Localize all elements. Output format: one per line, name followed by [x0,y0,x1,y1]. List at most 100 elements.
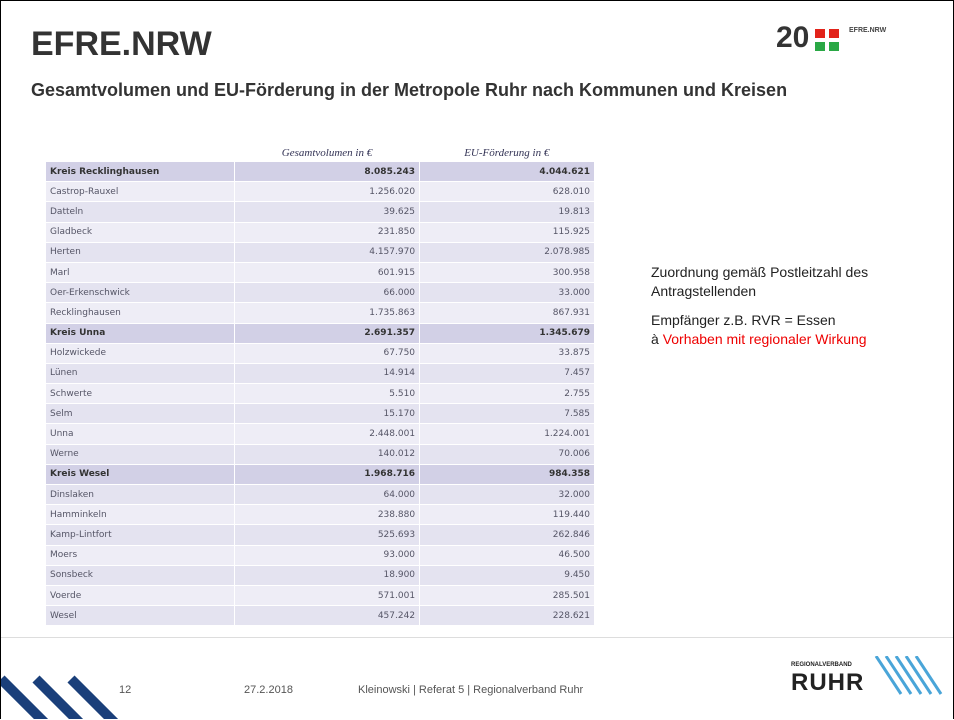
row-name: Kamp-Lintfort [46,524,235,546]
cell: 67.750 [233,343,420,364]
table-row: Wesel 457.242 228.621 [46,605,594,627]
cell: 14.914 [233,363,420,385]
table-row: Schwerte 5.510 2.755 [46,383,594,405]
row-name: Kreis Unna [46,323,235,344]
logo-text: EFRE.NRW [849,27,887,34]
table-row: Kamp-Lintfort 525.693 262.846 [46,524,594,546]
table-row: Kreis Recklinghausen 8.085.243 4.044.621 [46,162,594,183]
row-name: Werne [46,444,235,465]
row-name: Herten [46,242,235,263]
note-highlight: Vorhaben mit regionaler Wirkung [662,331,867,347]
cell: 1.345.679 [419,323,594,344]
cell: 15.170 [233,403,420,425]
cell: 115.925 [419,222,594,243]
table: Gesamtvolumen in € EU-Förderung in € Kreis… [46,144,594,627]
table-row: Gladbeck 231.850 115.925 [46,222,594,243]
corner-stripes [1,675,119,719]
table-row: Kreis Wesel 1.968.716 984.358 [46,464,594,486]
cell: 628.010 [419,181,594,203]
date: 27.2.2018 [244,684,293,696]
table-row: Voerde 571.001 285.501 [46,585,594,607]
cell: 525.693 [233,524,420,546]
note: Empfänger z.B. RVR = Essen [651,312,836,328]
row-name: Schwerte [46,383,235,405]
cell: 8.085.243 [233,162,420,183]
row-name: Dinslaken [46,484,235,506]
table-corner [46,144,235,162]
cell: 7.585 [419,403,594,425]
table-row: Oer-Erkenschwick 66.000 33.000 [46,282,594,304]
table-row: Dinslaken 64.000 32.000 [46,484,594,506]
cell: 33.875 [419,343,594,364]
row-name: Kreis Wesel [46,464,235,486]
cell: 300.958 [419,262,594,284]
row-name: Hamminkeln [46,504,235,526]
table-row: Lünen 14.914 7.457 [46,363,594,385]
row-name: Gladbeck [46,222,235,243]
cell: 46.500 [419,545,594,566]
cell: 119.440 [419,504,594,526]
table-row: Moers 93.000 46.500 [46,545,594,566]
cell: 457.242 [233,605,420,627]
row-name: Moers [46,545,235,566]
cell: 2.691.357 [233,323,420,344]
cell: 4.157.970 [233,242,420,263]
row-name: Castrop-Rauxel [46,181,235,203]
cell: 18.900 [233,565,420,586]
cell: 1.256.020 [233,181,420,203]
cell: 140.012 [233,444,420,465]
cell: 64.000 [233,484,420,506]
footer-rule [1,637,953,638]
logo-icon [815,29,839,51]
title: EFRE.NRW [31,25,212,63]
row-name: Voerde [46,585,235,607]
row-name: Kreis Recklinghausen [46,162,235,183]
cell: 1.224.001 [419,423,594,445]
cell: 1.735.863 [233,302,420,324]
logo-main: RUHR [791,669,865,696]
cell: 66.000 [233,282,420,304]
cell: 7.457 [419,363,594,385]
table-row: Selm 15.170 7.585 [46,403,594,425]
cell: 39.625 [233,201,420,223]
arrow: à [651,331,659,347]
cell: 5.510 [233,383,420,405]
column-header: EU-Förderung in € [464,147,550,159]
page-number: 12 [119,684,132,696]
row-name: Unna [46,423,235,445]
cell: 19.813 [419,201,594,223]
table-row: Hamminkeln 238.880 119.440 [46,504,594,526]
cell: 32.000 [419,484,594,506]
row-name: Datteln [46,201,235,223]
table-row: Marl 601.915 300.958 [46,262,594,284]
row-name: Holzwickede [46,343,235,364]
cell: 571.001 [233,585,420,607]
cell: 2.755 [419,383,594,405]
cell: 867.931 [419,302,594,324]
cell: 70.006 [419,444,594,465]
cell: 4.044.621 [419,162,594,183]
column-header: Gesamtvolumen in € [281,147,373,159]
table-row: Werne 140.012 70.006 [46,444,594,465]
table-row: Castrop-Rauxel 1.256.020 628.010 [46,181,594,203]
table-row: Unna 2.448.001 1.224.001 [46,423,594,445]
cell: 33.000 [419,282,594,304]
cell: 228.621 [419,605,594,627]
cell: 984.358 [419,464,594,486]
cell: 262.846 [419,524,594,546]
table-row: Datteln 39.625 19.813 [46,201,594,223]
cell: 231.850 [233,222,420,243]
row-name: Selm [46,403,235,425]
table-row: Holzwickede 67.750 33.875 [46,343,594,364]
table-row: Recklinghausen 1.735.863 867.931 [46,302,594,324]
cell: 2.078.985 [419,242,594,263]
row-name: Marl [46,262,235,284]
logo-number: 20 [776,21,810,54]
cell: 238.880 [233,504,420,526]
table-row: Sonsbeck 18.900 9.450 [46,565,594,586]
table-row: Herten 4.157.970 2.078.985 [46,242,594,263]
cell: 2.448.001 [233,423,420,445]
row-name: Oer-Erkenschwick [46,282,235,304]
row-name: Recklinghausen [46,302,235,324]
